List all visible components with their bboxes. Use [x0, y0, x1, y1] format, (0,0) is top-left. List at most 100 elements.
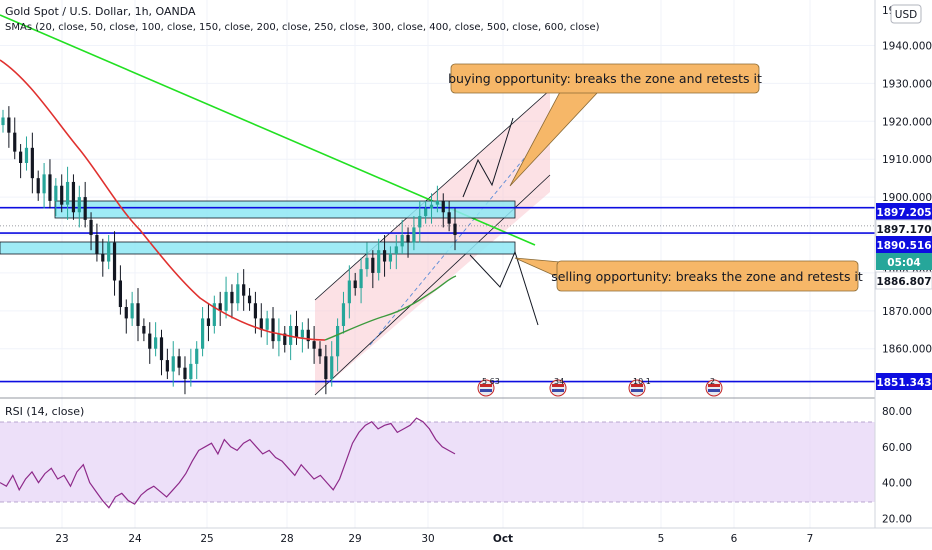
event-flag-label: 5 63 — [482, 377, 500, 386]
currency-button[interactable]: USD — [890, 4, 922, 24]
event-flag[interactable]: 5 63 — [477, 377, 500, 397]
rsi-band — [0, 422, 875, 502]
candle-body — [19, 151, 23, 163]
time-tick-label: 25 — [200, 533, 213, 545]
candle-body — [312, 341, 316, 349]
candle-body — [101, 253, 105, 262]
time-axis[interactable]: 23 24 25 28 29 30 Oct 5 6 7 — [0, 527, 932, 545]
candle-body — [242, 284, 246, 296]
candle-body — [306, 329, 310, 342]
price-tag: 1890.516 — [876, 236, 932, 253]
candle-body — [89, 219, 93, 236]
zones — [0, 200, 516, 255]
candle-body — [95, 235, 99, 254]
candle-body — [382, 250, 387, 262]
event-flag-label: 2 — [710, 377, 715, 386]
candle-body — [48, 174, 52, 201]
candle-body — [318, 348, 322, 357]
candle-body — [77, 197, 81, 213]
candle-body — [283, 333, 287, 345]
price-tick-label: 1870.000 — [882, 306, 932, 318]
candle-body — [412, 227, 416, 243]
svg-text:05:04: 05:04 — [887, 257, 920, 269]
price-tag: 1851.343 — [876, 373, 932, 390]
candle-body — [183, 367, 187, 380]
candle-body — [189, 363, 193, 380]
sma-green — [324, 275, 457, 341]
price-axis[interactable]: 1940.000 1930.000 1920.000 1910.000 1900.000… — [874, 0, 932, 528]
candle-body — [165, 360, 169, 372]
candle-body — [236, 284, 240, 304]
buy-callout[interactable]: buying opportunity: breaks the zone and … — [448, 63, 762, 187]
event-flags[interactable]: 5 63 34 10 1 2 — [477, 377, 723, 397]
lower-zone — [0, 241, 516, 255]
candle-body — [335, 325, 340, 357]
price-tick-label: 1920.000 — [882, 116, 932, 128]
svg-text:1897.205: 1897.205 — [876, 207, 931, 219]
price-tag: 1897.170 — [875, 219, 932, 238]
candle-body — [429, 204, 434, 209]
candle-body — [136, 303, 140, 326]
event-flag[interactable]: 34 — [549, 377, 567, 397]
candle-body — [7, 117, 11, 133]
price-tick-label: 1930.000 — [882, 78, 932, 90]
candle-body — [107, 242, 111, 262]
time-tick-label: 30 — [421, 533, 434, 545]
candle-body — [294, 325, 299, 338]
svg-text:1897.170: 1897.170 — [876, 224, 931, 236]
buy-callout-box — [450, 63, 760, 94]
rsi-tick-label: 20.00 — [882, 513, 912, 525]
candle-body — [30, 147, 34, 179]
price-tag: 05:04 — [876, 253, 932, 270]
rsi-tick-label: 80.00 — [882, 406, 912, 418]
candle-body — [400, 235, 404, 247]
svg-text:1851.343: 1851.343 — [876, 377, 931, 389]
candle-body — [177, 356, 181, 368]
price-tag: 1886.807 — [875, 271, 932, 290]
price-tick-label: 1900.000 — [882, 192, 932, 204]
price-tag: 1897.205 — [876, 203, 932, 220]
candle-body — [171, 356, 175, 372]
time-tick-label: Oct — [493, 533, 513, 545]
candle-body — [36, 178, 40, 194]
candle-body — [230, 291, 234, 304]
candle-body — [441, 200, 445, 213]
time-tick-label: 6 — [731, 533, 738, 545]
candle-body — [324, 356, 328, 380]
candle-body — [83, 197, 87, 220]
time-tick-label: 28 — [280, 533, 293, 545]
rsi-tick-label: 60.00 — [882, 442, 912, 454]
svg-text:1890.516: 1890.516 — [876, 240, 931, 252]
sma-legend: SMAs (20, close, 50, close, 100, close, … — [5, 22, 600, 33]
event-flag[interactable]: 10 1 — [628, 377, 651, 397]
candle-body — [200, 318, 205, 349]
candle-body — [406, 235, 410, 243]
rsi-tick-label: 40.00 — [882, 478, 912, 490]
sell-callout[interactable]: selling opportunity: breaks the zone and… — [514, 257, 863, 292]
candle-body — [112, 242, 117, 281]
sma-red — [0, 59, 326, 341]
sell-callout-box — [556, 260, 859, 292]
candle-body — [71, 181, 76, 213]
candle-body — [54, 185, 58, 201]
price-tick-label: 1940.000 — [882, 40, 932, 52]
channel-mid-line — [369, 126, 551, 346]
candle-body — [65, 181, 70, 205]
candle-body — [130, 303, 134, 319]
candle-body — [418, 216, 422, 228]
candle-body — [341, 303, 346, 326]
candle-body — [42, 174, 46, 194]
candle-body — [265, 318, 269, 330]
rsi-line — [0, 417, 456, 509]
candle-body — [148, 333, 152, 349]
candle-body — [435, 200, 439, 205]
candle-body — [24, 147, 29, 163]
price-tick-label: 1910.000 — [882, 154, 932, 166]
event-flag[interactable]: 2 — [705, 377, 723, 397]
candle-body — [224, 291, 228, 311]
candle-body — [424, 208, 428, 217]
sell-projection-path — [469, 250, 539, 326]
candle-body — [353, 280, 357, 289]
candle-body — [300, 329, 304, 338]
